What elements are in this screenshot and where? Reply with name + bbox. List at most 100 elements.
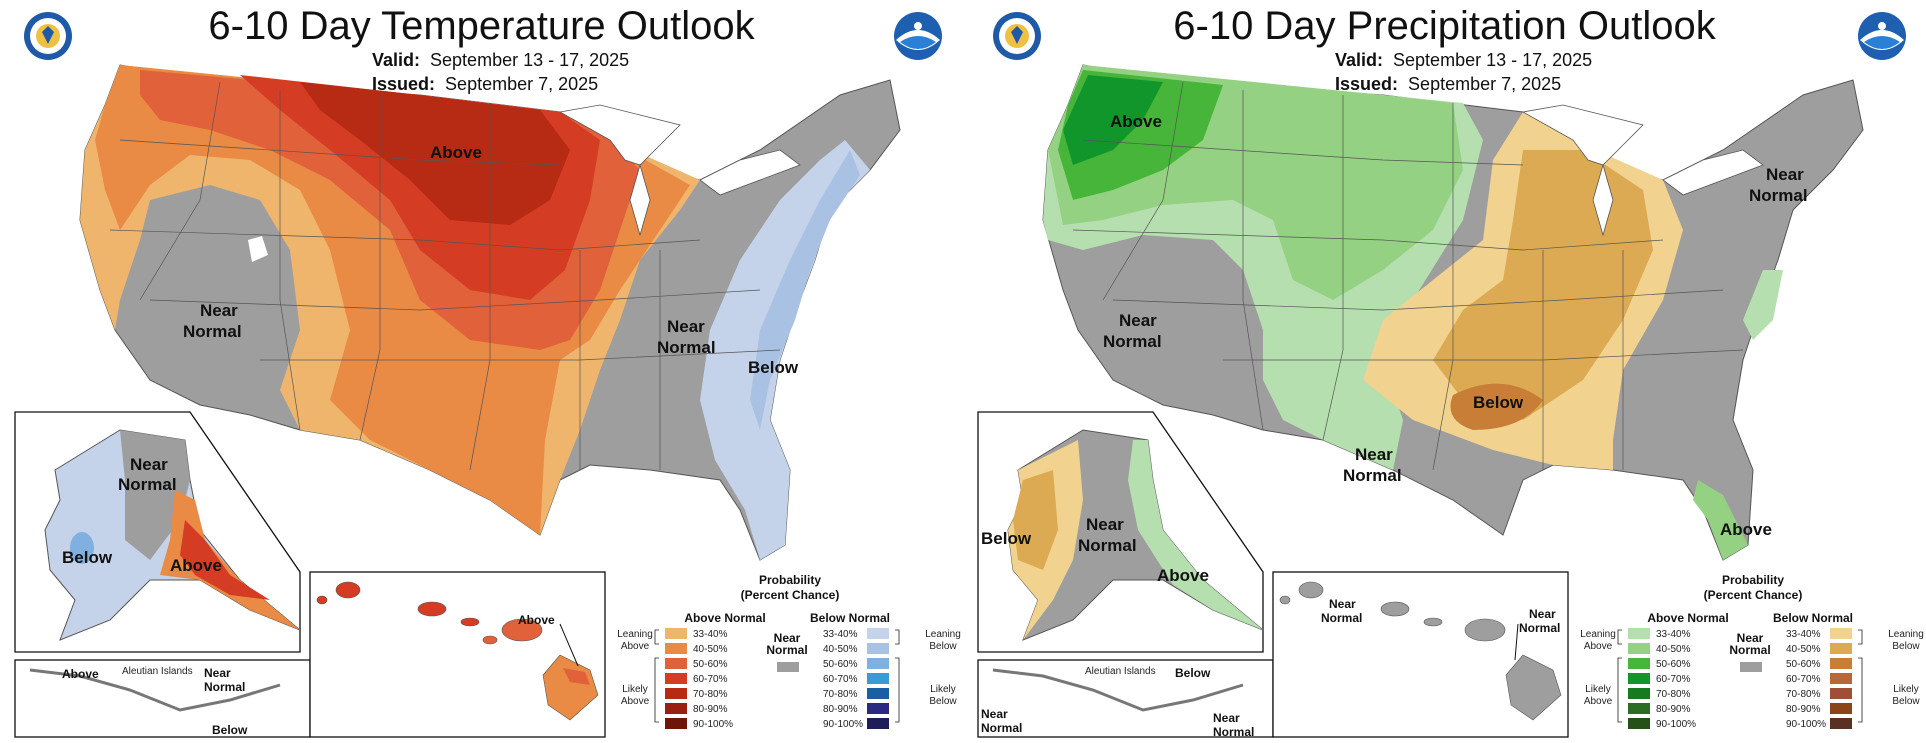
legend-above-header: Above Normal: [684, 611, 765, 625]
legend-near-swatch: [777, 662, 799, 672]
great-lakes-precip: [1521, 104, 1644, 166]
alaska-above-strong: [180, 520, 270, 600]
legend-above-swatch: [665, 658, 687, 669]
ak-label-below: Below: [62, 548, 113, 567]
legend-below-swatch: [867, 718, 889, 729]
legend-below-swatch-precip: [1830, 688, 1852, 699]
valid-label: Valid:: [372, 50, 421, 70]
great-salt-lake: [248, 236, 268, 262]
aleutian-title-precip: Aleutian Islands: [1085, 666, 1156, 677]
legend-likely-below-2-precip: Below: [1892, 696, 1920, 707]
aleutian-near-1b: Normal: [981, 721, 1022, 735]
legend-bracket: [654, 629, 659, 645]
legend-below-bin-label-precip: 70-80%: [1786, 689, 1821, 700]
precip-label-near-south-1: Near: [1355, 445, 1393, 464]
precip-label-near-west-2: Normal: [1103, 332, 1162, 351]
ak-precip-label-above: Above: [1157, 566, 1209, 585]
ak-label-near-1: Near: [130, 455, 168, 474]
commerce-seal-icon: [993, 12, 1041, 60]
aleutian-below: Below: [212, 723, 248, 737]
lake-erie-ontario: [699, 149, 801, 196]
legend-near-2-precip: Normal: [1729, 643, 1770, 657]
legend-leaning-above-2-precip: Above: [1584, 641, 1613, 652]
legend-below-bin-label: 80-90%: [823, 704, 858, 715]
legend-below-swatch: [867, 643, 889, 654]
aleutian-near-2a: Near: [1213, 711, 1240, 725]
legend-above-swatch: [665, 703, 687, 714]
precip-label-near-west-1: Near: [1119, 311, 1157, 330]
legend-above-bin-label: 60-70%: [693, 674, 728, 685]
legend-above-bin-label-precip: 70-80%: [1656, 689, 1691, 700]
ak-precip-label-near-2: Normal: [1078, 536, 1137, 555]
temp-below-33-40: [700, 140, 870, 560]
precipitation-map: Above Near Normal Near Normal Near Norma…: [977, 64, 1924, 739]
hi-near-2a: Near: [1529, 607, 1556, 621]
legend-below-bin-label: 33-40%: [823, 629, 858, 640]
precip-label-above-nw: Above: [1110, 112, 1162, 131]
legend-above-swatch: [665, 718, 687, 729]
precip-label-above-fl: Above: [1720, 520, 1772, 539]
alaska-below-strong-precip: [1013, 470, 1058, 570]
issued-label: Issued:: [372, 74, 436, 94]
legend-leaning-above-1: Leaning: [617, 629, 653, 640]
legend-below-header-precip: Below Normal: [1773, 611, 1853, 625]
precip-label-near-south-2: Normal: [1343, 466, 1402, 485]
legend-likely-above-1-precip: Likely: [1585, 684, 1611, 695]
legend-below-swatch-precip: [1830, 673, 1852, 684]
issued-value-precip: September 7, 2025: [1408, 74, 1562, 94]
legend-bracket-precip: [1617, 629, 1622, 645]
legend-below-bin-label-precip: 50-60%: [1786, 659, 1821, 670]
state-boundaries-precip: [1072, 81, 1744, 471]
ak-label-near-2: Normal: [118, 475, 177, 494]
hawaii-islands-precip: [1279, 581, 1562, 721]
aleutian-below-precip: Below: [1175, 666, 1211, 680]
legend-near-1-precip: Near: [1737, 631, 1764, 645]
legend-below-swatch-precip: [1830, 658, 1852, 669]
commerce-seal-icon: [24, 12, 72, 60]
legend-above-swatch: [665, 673, 687, 684]
temperature-valid: Valid: September 13 - 17, 2025: [372, 50, 629, 71]
issued-label-precip: Issued:: [1335, 74, 1399, 94]
state-boundaries: [109, 81, 781, 471]
ak-precip-label-below: Below: [981, 529, 1032, 548]
legend-below-bin-label: 50-60%: [823, 659, 858, 670]
legend-below-swatch: [867, 688, 889, 699]
lake-erie-ontario-precip: [1662, 149, 1764, 196]
legend-bracket: [895, 629, 900, 645]
hi-near-2b: Normal: [1519, 621, 1560, 635]
valid-label-precip: Valid:: [1335, 50, 1384, 70]
legend-above-bin-label-precip: 50-60%: [1656, 659, 1691, 670]
hawaii-islands: [316, 581, 599, 721]
precipitation-outlook-panel: Above Near Normal Near Normal Near Norma…: [963, 0, 1926, 743]
legend-leaning-below-2: Below: [929, 641, 957, 652]
legend-likely-below-1-precip: Likely: [1893, 684, 1919, 695]
legend-subtitle: (Percent Chance): [741, 588, 840, 602]
lake-michigan: [629, 163, 651, 237]
legend-below-bin-label-precip: 60-70%: [1786, 674, 1821, 685]
legend-above-swatch-precip: [1628, 673, 1650, 684]
precip-label-near-ne-1: Near: [1766, 165, 1804, 184]
legend-likely-above-2: Above: [621, 696, 650, 707]
legend-below-swatch-precip: [1830, 718, 1852, 729]
legend-likely-above-2-precip: Above: [1584, 696, 1613, 707]
precipitation-title: 6-10 Day Precipitation Outlook: [1173, 4, 1716, 48]
legend-below-swatch: [867, 673, 889, 684]
aleutian-title: Aleutian Islands: [122, 666, 193, 677]
precip-below-50-60: [1450, 383, 1543, 430]
legend-bracket-precip: [1858, 657, 1863, 723]
temp-label-below-east: Below: [748, 358, 799, 377]
legend-above-bin-label: 40-50%: [693, 644, 728, 655]
legend-above-swatch-precip: [1628, 658, 1650, 669]
legend-above-bin-label: 80-90%: [693, 704, 728, 715]
legend-bracket: [895, 657, 900, 723]
legend-above-swatch-precip: [1628, 643, 1650, 654]
hawaii-leader-line: [559, 623, 579, 667]
legend-above-bin-label-precip: 90-100%: [1656, 719, 1696, 730]
hi-near-1b: Normal: [1321, 611, 1362, 625]
aleutian-near-2b: Normal: [1213, 725, 1254, 739]
legend-likely-below-2: Below: [929, 696, 957, 707]
alaska-above-precip: [1128, 440, 1263, 630]
ak-label-above: Above: [170, 556, 222, 575]
precip-label-near-ne-2: Normal: [1749, 186, 1808, 205]
legend-below-bin-label: 40-50%: [823, 644, 858, 655]
